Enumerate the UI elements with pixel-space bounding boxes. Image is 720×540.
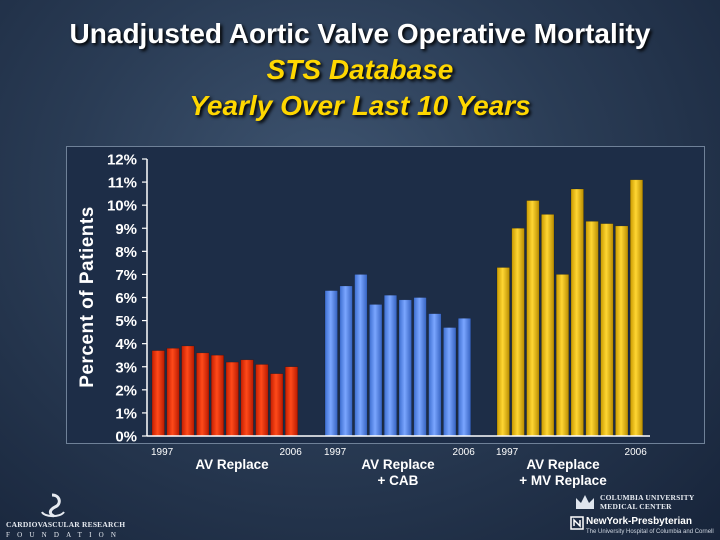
logo-right-line4: The University Hospital of Columbia and …	[586, 529, 714, 535]
logo-left-line1: CARDIOVASCULAR RESEARCH	[6, 520, 126, 529]
title-block: Unadjusted Aortic Valve Operative Mortal…	[0, 16, 720, 124]
group-label-line: + MV Replace	[519, 473, 607, 488]
bar	[526, 200, 540, 437]
logo-left-line2: FOUNDATION	[6, 531, 124, 539]
group-label-av-replace-mv: AV Replace + MV Replace	[519, 457, 606, 489]
x-tick-label-start: 1997	[496, 447, 519, 458]
bar	[413, 297, 427, 437]
bar	[225, 361, 239, 437]
bar	[181, 345, 195, 437]
bar	[428, 313, 442, 437]
y-tick-label: 3%	[115, 359, 137, 376]
bar	[443, 327, 457, 437]
bar	[541, 214, 555, 437]
bar	[369, 304, 383, 437]
group-label-line: AV Replace	[526, 457, 600, 472]
bar	[196, 352, 210, 437]
bar	[151, 350, 165, 437]
bar	[210, 354, 225, 437]
bar	[629, 179, 644, 437]
bar	[270, 373, 284, 437]
y-tick-label: 8%	[115, 244, 137, 261]
y-tick-label: 6%	[115, 290, 137, 307]
crf-emblem-icon	[41, 493, 65, 518]
bar	[284, 366, 299, 437]
bars	[151, 179, 644, 437]
x-tick-label-start: 1997	[324, 447, 347, 458]
bar	[615, 225, 629, 437]
x-tick-label-start: 1997	[151, 447, 174, 458]
group-label-line: + CAB	[377, 473, 419, 488]
group-label-av-replace-cab: AV Replace + CAB	[361, 457, 434, 489]
bar	[555, 274, 570, 437]
cardiovascular-research-foundation-logo: CARDIOVASCULAR RESEARCH FOUNDATION	[6, 492, 136, 539]
logo-right-line2: MEDICAL CENTER	[600, 502, 672, 511]
chart-title: Unadjusted Aortic Valve Operative Mortal…	[69, 18, 651, 49]
chart-subtitle: STS Database	[266, 54, 454, 85]
y-tick-label: 1%	[115, 405, 137, 422]
bar	[398, 299, 412, 437]
bar	[354, 274, 368, 437]
bar	[585, 221, 599, 437]
y-tick-label: 11%	[108, 175, 137, 192]
bar	[383, 294, 398, 437]
group-label-av-replace: AV Replace	[195, 457, 268, 473]
y-tick-label: 7%	[115, 267, 137, 284]
y-tick-label: 2%	[115, 382, 137, 399]
logo-right-line3: NewYork-Presbyterian	[586, 516, 692, 527]
y-tick-label: 4%	[115, 336, 137, 353]
bar	[570, 188, 584, 437]
y-tick-label: 5%	[115, 313, 137, 330]
y-tick-label: 12%	[107, 152, 137, 169]
bar	[255, 364, 269, 437]
group-label-line: AV Replace	[361, 457, 435, 472]
x-tick-label-end: 2006	[625, 447, 648, 458]
y-tick-label: 0%	[115, 429, 137, 446]
y-axis: 0% 1% 2% 3% 4% 5% 6% 7% 8% 9% 10% 11% 12%	[107, 152, 148, 446]
bar	[496, 267, 510, 437]
bar	[457, 318, 472, 437]
bar	[600, 223, 614, 437]
crown-icon	[576, 495, 594, 509]
bar	[324, 290, 338, 437]
y-axis-label: Percent of Patients	[77, 206, 98, 388]
bar	[511, 228, 525, 437]
chart-subtitle-2: Yearly Over Last 10 Years	[189, 90, 531, 121]
bar	[166, 348, 180, 437]
y-tick-label: 9%	[115, 221, 137, 238]
bar	[339, 285, 353, 437]
columbia-nyp-logo: COLUMBIA UNIVERSITY MEDICAL CENTER NewYo…	[568, 490, 718, 540]
y-tick-label: 10%	[107, 198, 137, 215]
nyp-mark-icon	[570, 516, 584, 530]
logo-right-line1: COLUMBIA UNIVERSITY	[600, 493, 695, 502]
bar	[240, 359, 254, 437]
group-label-line: AV Replace	[195, 457, 269, 472]
x-tick-label-end: 2006	[280, 447, 303, 458]
x-axis: 1997 2006 1997 2006 1997 2006	[147, 435, 650, 458]
x-tick-label-end: 2006	[453, 447, 476, 458]
